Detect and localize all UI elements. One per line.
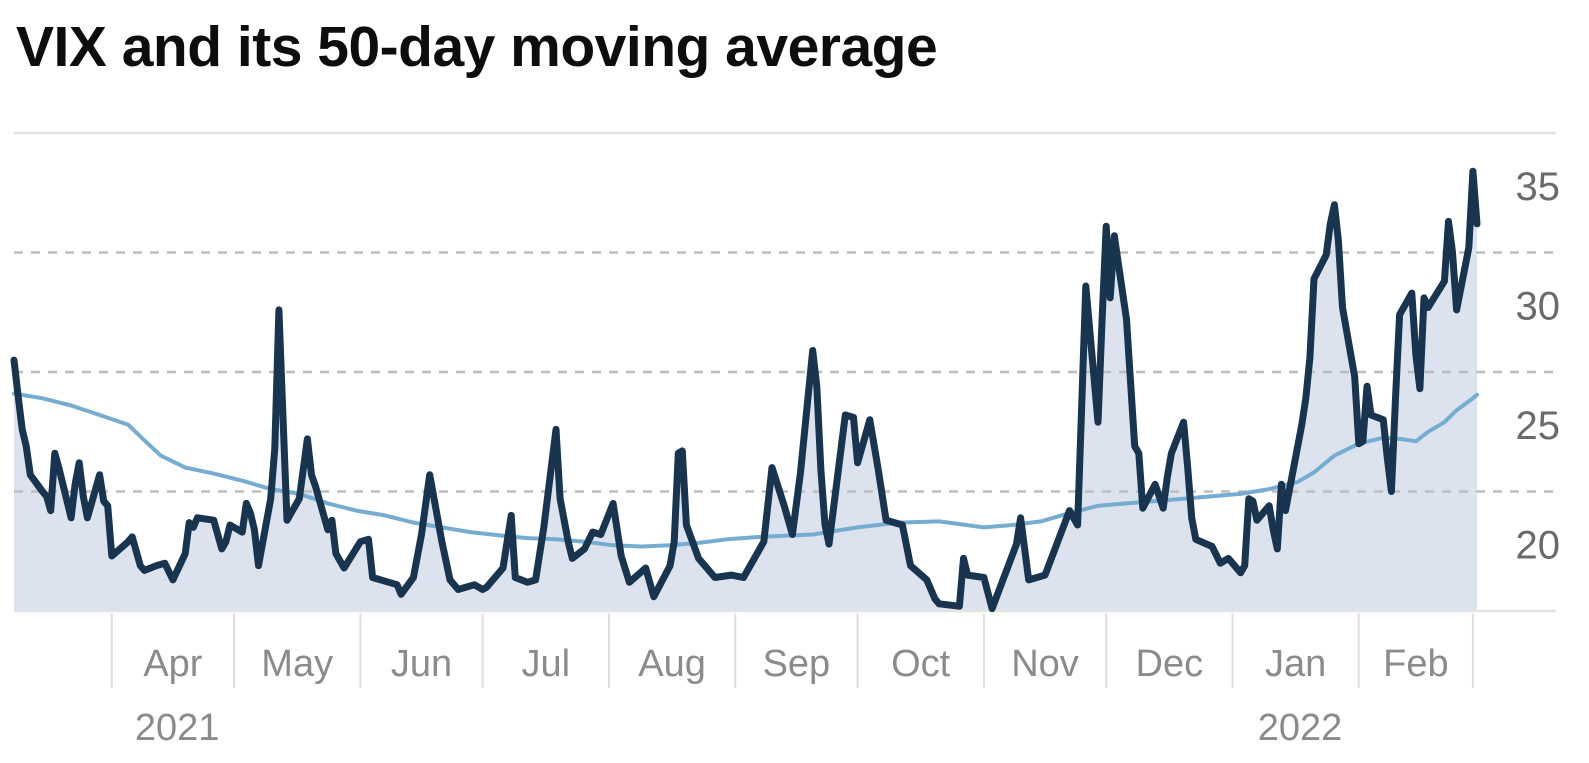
- month-tick-layer: [110, 613, 1474, 688]
- x-axis-labels: Apr May Jun Jul Aug Sep Oct Nov Dec Jan Feb 2021 202…: [135, 643, 1449, 749]
- y-axis-label-25: 25: [1516, 404, 1561, 448]
- chart-title: VIX and its 50-day moving average: [16, 15, 938, 79]
- year-label-2022: 2022: [1258, 707, 1343, 749]
- vix-line: [10, 167, 1481, 613]
- y-axis-label-20: 20: [1516, 524, 1561, 568]
- month-label-aug: Aug: [638, 643, 706, 685]
- month-label-jun: Jun: [391, 643, 452, 685]
- ma-line-layer: [12, 391, 1479, 549]
- month-label-dec: Dec: [1136, 643, 1204, 685]
- y-axis-labels: 20 25 30 35: [1516, 165, 1561, 568]
- vix-area-fill: [14, 171, 1477, 611]
- month-label-may: May: [261, 643, 333, 685]
- ma50-line: [12, 391, 1479, 549]
- month-label-jul: Jul: [522, 643, 571, 685]
- y-axis-label-30: 30: [1516, 285, 1561, 329]
- month-label-nov: Nov: [1011, 643, 1079, 685]
- vix-line-layer: [10, 167, 1481, 613]
- month-label-apr: Apr: [143, 643, 202, 685]
- area-fill-layer: [14, 171, 1477, 611]
- month-label-oct: Oct: [891, 643, 951, 685]
- month-label-feb: Feb: [1383, 643, 1448, 685]
- month-label-jan: Jan: [1265, 643, 1326, 685]
- year-label-2021: 2021: [135, 707, 220, 749]
- month-label-sep: Sep: [763, 643, 831, 685]
- y-axis-label-35: 35: [1516, 165, 1561, 209]
